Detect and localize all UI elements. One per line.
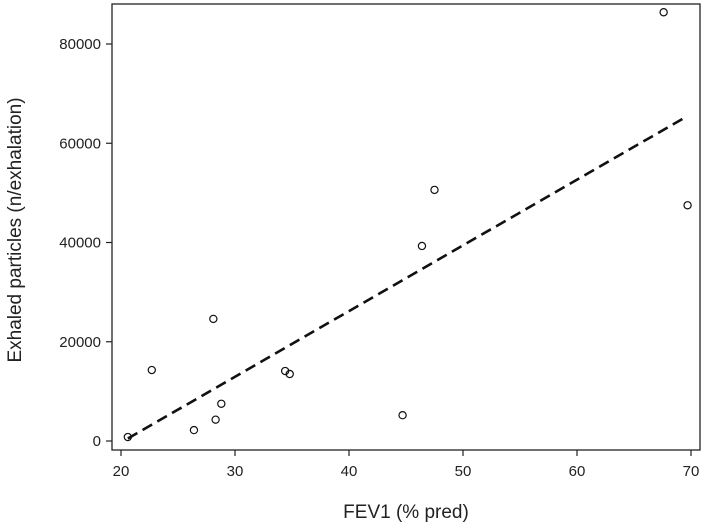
data-point [209, 314, 218, 324]
data-point [123, 432, 133, 442]
x-tick-label: 30 [227, 463, 244, 480]
x-tick-label: 20 [113, 463, 130, 480]
y-tick-label: 40000 [59, 235, 101, 252]
data-point [189, 425, 199, 435]
data-point [430, 185, 439, 195]
x-tick-label: 60 [569, 463, 586, 480]
plot-frame [111, 3, 701, 451]
x-tick-label: 40 [341, 463, 358, 480]
data-point [211, 415, 220, 424]
data-point [683, 201, 692, 210]
x-tick-label: 70 [683, 463, 700, 480]
y-tick-label: 0 [93, 433, 101, 450]
data-point [285, 369, 294, 379]
data-point [398, 410, 407, 420]
x-axis-label: FEV1 (% pred) [343, 502, 469, 523]
x-tick-label: 50 [455, 463, 472, 480]
y-tick-label: 80000 [59, 36, 101, 53]
data-point [659, 8, 668, 17]
trend-line [127, 114, 689, 440]
data-point [217, 399, 226, 408]
data-point [417, 241, 427, 251]
y-tick-label: 60000 [59, 135, 101, 152]
y-axis-label: Exhaled particles (n/exhalation) [5, 97, 26, 362]
y-tick-label: 20000 [59, 334, 101, 351]
data-point [147, 365, 156, 375]
